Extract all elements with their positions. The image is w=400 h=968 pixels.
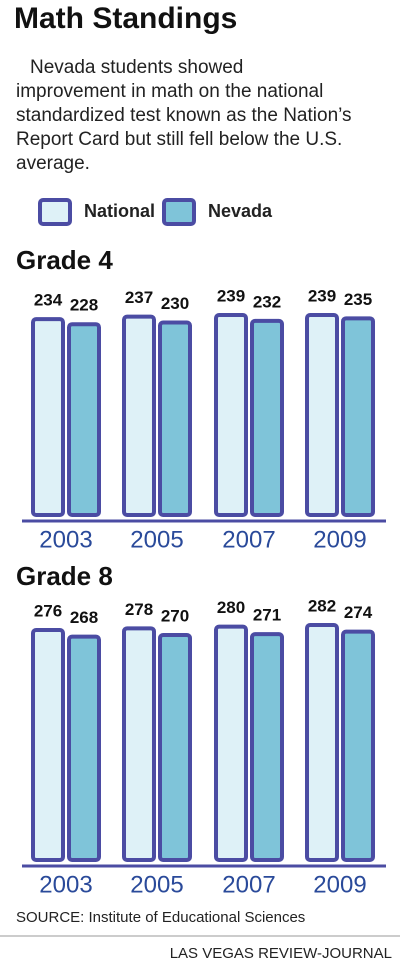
value-label: 274: [344, 603, 373, 622]
value-label: 282: [308, 596, 336, 615]
bar: [341, 316, 375, 518]
value-label: 239: [217, 286, 245, 305]
bar: [31, 628, 65, 862]
x-tick-label: 2003: [39, 871, 92, 898]
chart-title: Grade 8: [16, 561, 113, 591]
value-label: 239: [308, 286, 336, 305]
value-label: 230: [161, 294, 189, 313]
title: Math Standings: [14, 2, 238, 35]
bar: [158, 633, 192, 862]
value-label: 232: [253, 292, 281, 311]
x-tick-label: 2009: [313, 871, 366, 898]
legend-swatch: [38, 198, 72, 226]
value-label: 270: [161, 606, 189, 625]
x-tick-label: 2005: [130, 526, 183, 553]
bar: [341, 629, 375, 863]
chart-title: Grade 4: [16, 245, 113, 275]
bar: [122, 314, 156, 517]
bar: [67, 634, 101, 863]
value-label: 237: [125, 288, 153, 307]
value-label: 268: [70, 608, 98, 627]
bar: [214, 313, 248, 517]
bar: [305, 313, 339, 517]
value-label: 280: [217, 598, 245, 617]
value-label: 276: [34, 601, 62, 620]
value-label: 278: [125, 600, 153, 619]
bar: [158, 320, 192, 517]
source: SOURCE: Institute of Educational Science…: [16, 909, 305, 926]
legend-swatch: [162, 198, 196, 226]
bar: [122, 626, 156, 862]
value-label: 235: [344, 290, 372, 309]
bar: [214, 624, 248, 863]
value-label: 228: [70, 296, 98, 315]
x-tick-label: 2007: [222, 871, 275, 898]
bar: [305, 623, 339, 862]
bar: [250, 318, 284, 517]
x-tick-label: 2009: [313, 526, 366, 553]
bar: [31, 317, 65, 518]
subtitle: Nevada students showed improvement in ma…: [16, 57, 352, 174]
x-tick-label: 2007: [222, 526, 275, 553]
x-tick-label: 2005: [130, 871, 183, 898]
value-label: 271: [253, 606, 281, 625]
credit: LAS VEGAS REVIEW-JOURNAL: [170, 945, 392, 962]
value-label: 234: [34, 291, 63, 310]
bar: [250, 632, 284, 863]
legend-label: Nevada: [208, 201, 273, 221]
legend-label: National: [84, 201, 155, 221]
x-tick-label: 2003: [39, 526, 92, 553]
bar: [67, 322, 101, 517]
